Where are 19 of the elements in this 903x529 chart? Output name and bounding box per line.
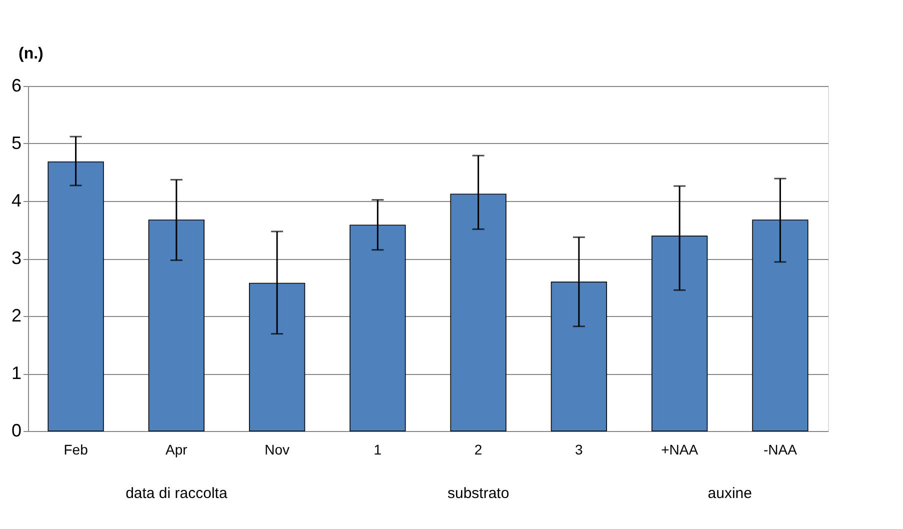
x-tick-label: 2 [474, 442, 482, 458]
y-tick-label: 1 [11, 363, 22, 383]
y-tick-label: 4 [11, 190, 22, 210]
x-tick-label: +NAA [661, 442, 699, 458]
y-tick-label: 2 [11, 306, 22, 326]
y-tick-label: 0 [11, 420, 22, 440]
x-tick-label: Feb [64, 442, 88, 458]
x-tick-label: 3 [575, 442, 584, 458]
x-tick-label: Nov [264, 442, 290, 458]
x-tick-label: -NAA [763, 442, 798, 458]
y-tick-label: 5 [11, 133, 22, 153]
text: substrato [447, 485, 510, 502]
x-tick-label: 1 [374, 442, 382, 458]
text: auxine [708, 485, 752, 502]
y-tick-label: 6 [11, 76, 22, 96]
y-axis-title: (n.) [18, 46, 44, 62]
x-tick-label: Apr [166, 442, 188, 458]
y-tick-label: 3 [11, 248, 22, 268]
text: data di raccolta [126, 485, 228, 502]
